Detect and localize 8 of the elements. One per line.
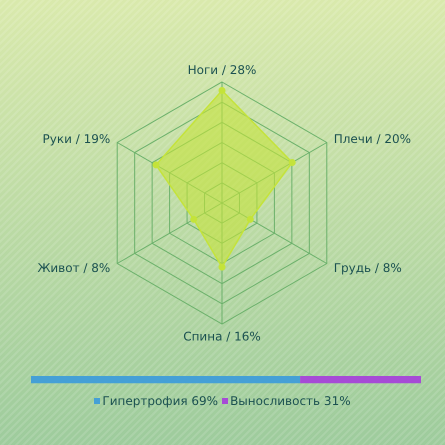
legend-label: Гипертрофия 69% [102,394,218,408]
spoke-label: Спина / 16% [183,330,261,344]
spoke-label: Живот / 8% [37,260,110,275]
spoke-label: Плечи / 20% [334,132,412,146]
legend-label: Выносливость 31% [230,394,351,408]
spoke-label: Грудь / 8% [334,260,402,275]
spoke-label: Руки / 19% [42,132,110,146]
spoke-label: Ноги / 28% [188,63,256,77]
